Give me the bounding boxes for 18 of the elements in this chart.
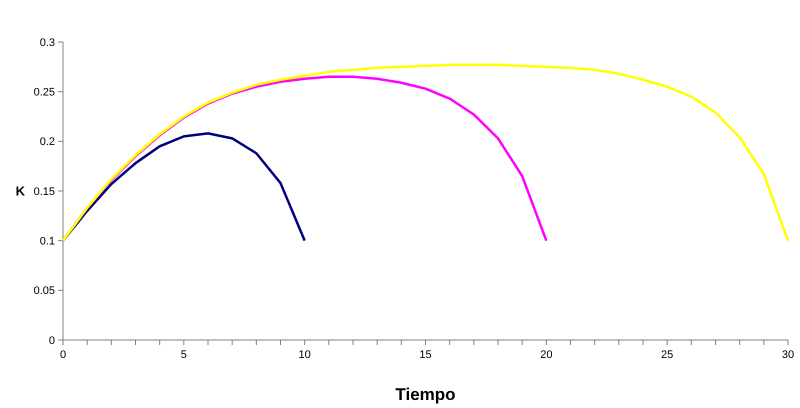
y-tick-label: 0.05 <box>34 285 55 298</box>
y-tick-label: 0.3 <box>40 36 55 49</box>
x-tick-label: 20 <box>540 349 552 361</box>
y-axis-title: K <box>16 184 26 199</box>
x-axis-title: Tiempo <box>395 385 456 404</box>
x-tick-label: 10 <box>298 349 311 361</box>
line-series <box>62 132 306 242</box>
x-tick-label: 25 <box>661 349 674 361</box>
y-tick-label: 0.2 <box>40 136 55 148</box>
y-tick-label: 0 <box>48 334 55 347</box>
y-tick-label: 0.25 <box>34 86 55 99</box>
x-tick-label: 0 <box>60 349 66 361</box>
x-tick-label: 5 <box>180 349 187 361</box>
x-tick-label: 15 <box>419 349 432 361</box>
x-tick-label: 30 <box>782 349 794 361</box>
y-tick-label: 0.1 <box>40 236 55 248</box>
line-series <box>62 64 790 242</box>
y-tick-label: 0.15 <box>34 186 55 198</box>
